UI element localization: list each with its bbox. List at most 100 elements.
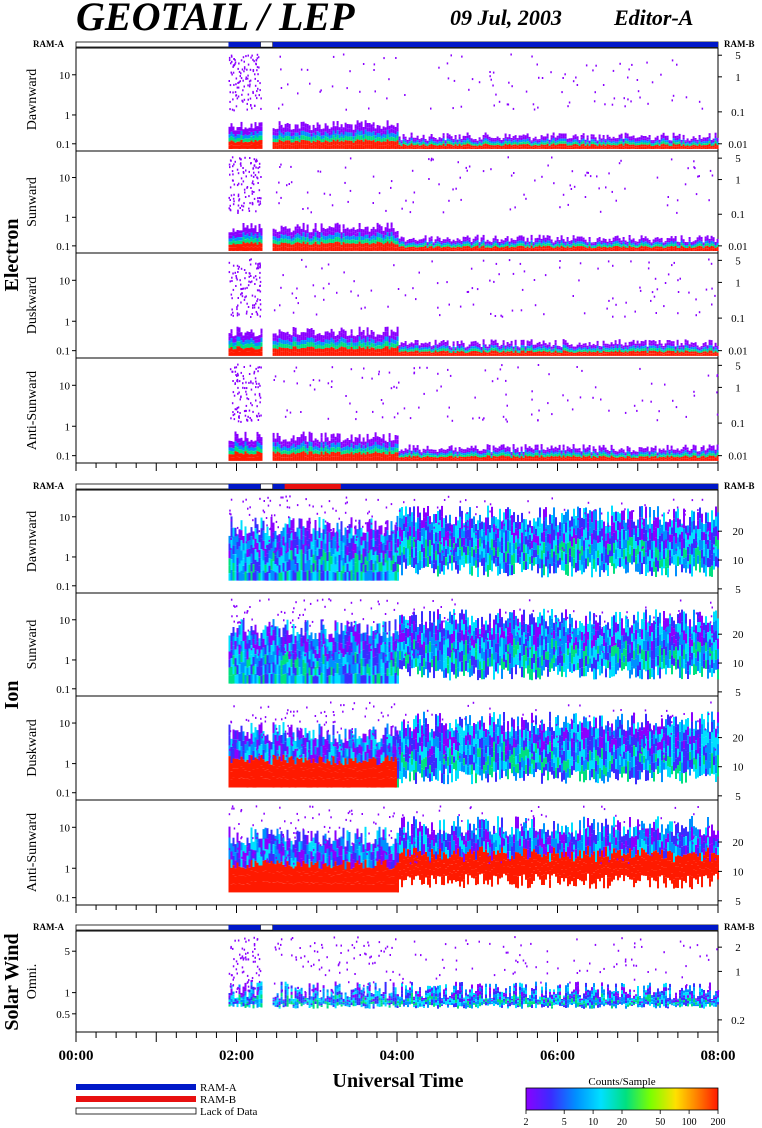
spectrogram-speck [232, 264, 235, 267]
spectrogram-cell [504, 146, 507, 149]
spectrogram-cell [562, 350, 565, 354]
spectrogram-cell [348, 232, 351, 237]
spectrogram-cell [668, 342, 671, 346]
spectrogram-speck [624, 187, 626, 190]
spectrogram-cell [510, 348, 513, 351]
spectrogram-cell [560, 248, 563, 251]
spectrogram-cell [650, 245, 653, 247]
spectrogram-speck [248, 80, 251, 83]
spectrogram-cell [534, 242, 537, 245]
spectrogram-cell [486, 144, 489, 147]
spectrogram-cell [552, 249, 555, 251]
spectrogram-cell [548, 351, 551, 354]
spectrogram-cell [616, 147, 619, 149]
spectrogram-cell [376, 145, 379, 149]
spectrogram-cell [616, 238, 619, 241]
spectrogram-speck [244, 287, 246, 290]
spectrogram-cell [240, 351, 243, 356]
spectrogram-cell [608, 144, 611, 147]
spectrogram-cell [436, 352, 439, 354]
spectrogram-cell [414, 241, 417, 244]
spectrogram-cell [434, 139, 437, 142]
spectrogram-cell [228, 235, 231, 239]
spectrogram-cell [546, 237, 549, 241]
spectrogram-cell [296, 246, 299, 251]
spectrogram-cell [614, 350, 617, 354]
spectrogram-cell [444, 144, 447, 146]
spectrogram-cell [242, 132, 245, 136]
spectrogram-cell [260, 232, 263, 236]
spectrogram-cell [534, 240, 537, 243]
spectrogram-cell [682, 141, 685, 145]
spectrogram-speck [229, 159, 232, 162]
spectrogram-cell [308, 141, 311, 145]
spectrogram-speck [256, 53, 259, 56]
spectrogram-cell [510, 345, 513, 349]
spectrogram-cell [528, 353, 531, 356]
spectrogram-cell [690, 248, 693, 250]
spectrogram-cell [618, 344, 621, 348]
spectrogram-cell [436, 350, 439, 353]
spectrogram-cell [618, 246, 621, 249]
spectrogram-cell [464, 354, 467, 356]
spectrogram-speck [705, 288, 708, 291]
spectrogram-cell [698, 135, 701, 138]
spectrogram-cell [564, 246, 567, 248]
spectrogram-cell [230, 232, 233, 236]
spectrogram-cell [366, 242, 369, 247]
spectrogram-cell [574, 136, 577, 140]
spectrogram-cell [526, 348, 529, 351]
spectrogram-speck [489, 279, 491, 282]
spectrogram-cell [424, 139, 427, 141]
spectrogram-cell [450, 351, 453, 353]
spectrogram-cell [362, 243, 365, 248]
spectrogram-cell [256, 342, 259, 346]
spectrogram-cell [368, 334, 371, 339]
spectrogram-cell [382, 331, 385, 336]
spectrogram-cell [684, 339, 687, 343]
spectrogram-speck [572, 295, 574, 297]
spectrogram-cell [588, 241, 591, 244]
spectrogram-cell [386, 144, 389, 149]
spectrogram-cell [508, 139, 511, 142]
spectrogram-cell [504, 244, 507, 247]
spectrogram-cell [482, 240, 485, 243]
spectrogram-cell [366, 351, 369, 356]
spectrogram-cell [506, 147, 509, 149]
spectrogram-cell [614, 340, 617, 343]
spectrogram-speck [256, 267, 258, 270]
spectrogram-cell [284, 128, 287, 133]
spectrogram-cell [338, 130, 341, 135]
spectrogram-cell [552, 132, 555, 136]
spectrogram-cell [676, 345, 679, 348]
spectrogram-cell [396, 131, 399, 136]
spectrogram-cell [446, 343, 449, 346]
spectrogram-speck [597, 267, 599, 270]
spectrogram-cell [694, 344, 697, 347]
spectrogram-cell [636, 147, 639, 149]
spectrogram-speck [237, 67, 239, 70]
spectrogram-cell [234, 130, 237, 134]
spectrogram-cell [532, 246, 535, 249]
spectrogram-cell [422, 240, 425, 243]
spectrogram-cell [528, 343, 531, 347]
spectrogram-cell [436, 241, 439, 244]
spectrogram-cell [530, 144, 533, 147]
spectrogram-speck [653, 295, 656, 298]
spectrogram-cell [590, 350, 593, 353]
spectrogram-cell [350, 347, 353, 352]
spectrogram-cell [604, 245, 607, 247]
spectrogram-cell [236, 331, 239, 337]
spectrogram-cell [476, 353, 479, 356]
spectrogram-cell [408, 247, 411, 249]
spectrogram-speck [286, 184, 288, 187]
spectrogram-cell [530, 140, 533, 142]
spectrogram-cell [472, 242, 475, 245]
spectrogram-cell [254, 233, 257, 239]
spectrogram-cell [300, 232, 303, 237]
spectrogram-cell [480, 347, 483, 349]
spectrogram-cell [414, 245, 417, 248]
spectrogram-speck [395, 57, 397, 59]
spectrogram-cell [398, 136, 401, 139]
spectrogram-cell [448, 134, 451, 137]
